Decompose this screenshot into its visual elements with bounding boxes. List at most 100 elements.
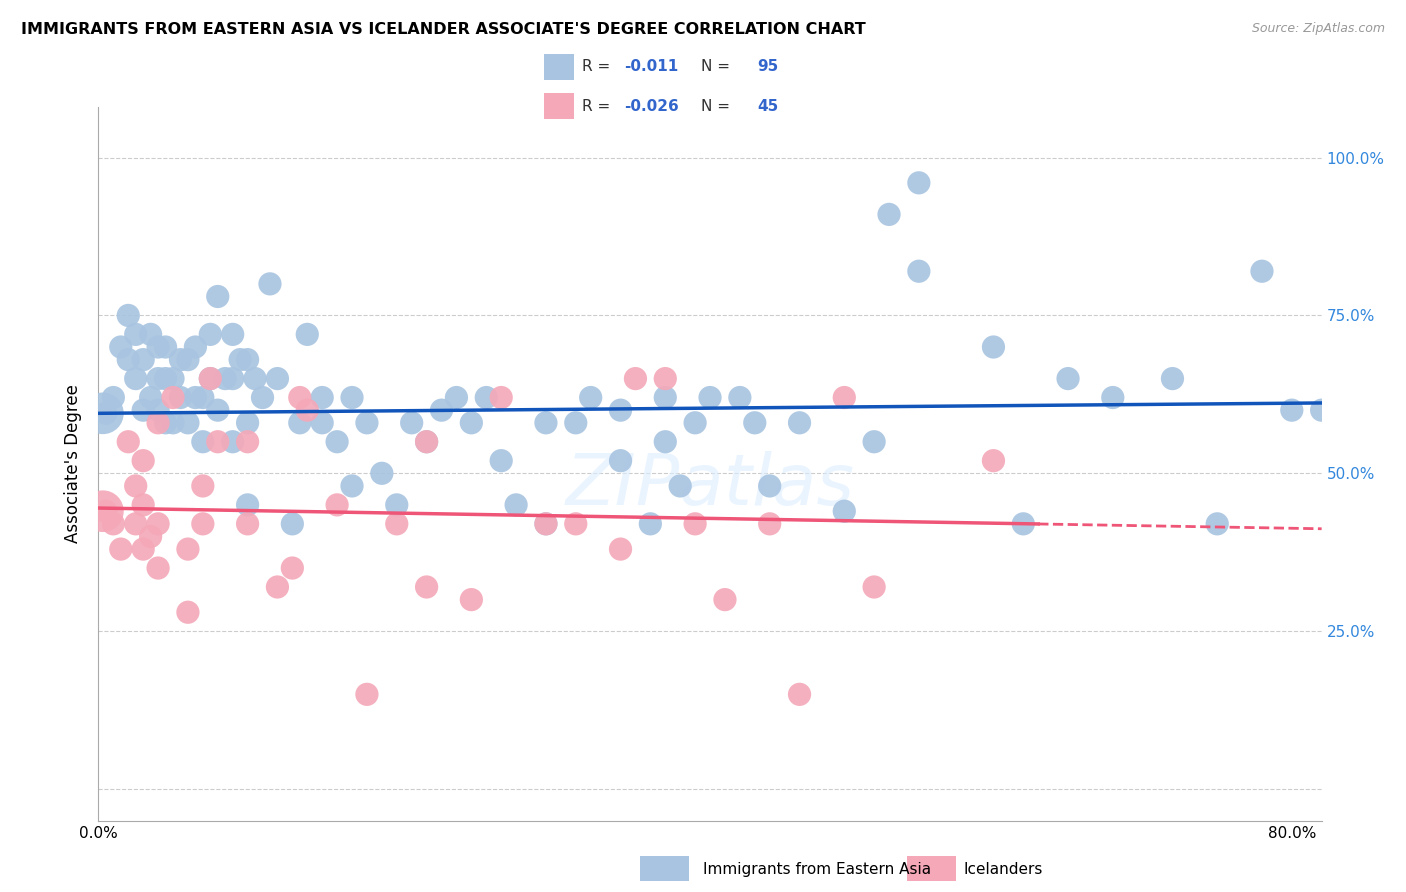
Point xyxy=(207,434,229,449)
Point xyxy=(505,498,527,512)
Point xyxy=(146,416,169,430)
Point xyxy=(640,516,662,531)
Point xyxy=(654,371,676,385)
Point xyxy=(146,340,169,354)
Point xyxy=(117,434,139,449)
Point xyxy=(1012,516,1035,531)
Point xyxy=(132,352,155,367)
Point xyxy=(184,391,207,405)
Text: R =: R = xyxy=(582,60,616,74)
Point xyxy=(252,391,274,405)
Point xyxy=(146,371,169,385)
Text: IMMIGRANTS FROM EASTERN ASIA VS ICELANDER ASSOCIATE'S DEGREE CORRELATION CHART: IMMIGRANTS FROM EASTERN ASIA VS ICELANDE… xyxy=(21,22,866,37)
Text: -0.026: -0.026 xyxy=(624,99,679,114)
Point xyxy=(236,352,259,367)
Point xyxy=(415,434,437,449)
Point xyxy=(184,340,207,354)
Point xyxy=(103,391,125,405)
Point xyxy=(356,416,378,430)
Point xyxy=(1400,391,1406,405)
Point xyxy=(288,416,311,430)
Point xyxy=(146,403,169,417)
Point xyxy=(489,391,512,405)
Point xyxy=(125,479,148,493)
Point xyxy=(177,542,200,557)
Point xyxy=(683,416,706,430)
Point xyxy=(162,371,184,385)
Point xyxy=(191,391,214,405)
Point xyxy=(401,416,423,430)
Point xyxy=(266,371,288,385)
Point xyxy=(139,391,162,405)
Point xyxy=(1101,391,1123,405)
Point xyxy=(132,498,155,512)
Point xyxy=(117,352,139,367)
Point xyxy=(236,516,259,531)
Point xyxy=(221,327,243,342)
Bar xyxy=(544,54,575,80)
Point xyxy=(1310,403,1333,417)
Point xyxy=(832,504,855,518)
Point xyxy=(983,340,1005,354)
Point xyxy=(728,391,751,405)
Point xyxy=(236,434,259,449)
Point xyxy=(385,498,408,512)
Point xyxy=(221,434,243,449)
Text: 45: 45 xyxy=(756,99,779,114)
Text: R =: R = xyxy=(582,99,616,114)
Point xyxy=(177,605,200,619)
Point xyxy=(863,580,886,594)
Point xyxy=(609,542,631,557)
Point xyxy=(311,416,333,430)
Point xyxy=(125,327,148,342)
Point xyxy=(565,416,588,430)
Point xyxy=(139,327,162,342)
Point xyxy=(326,434,349,449)
Point xyxy=(832,391,855,405)
Point xyxy=(789,416,811,430)
Text: N =: N = xyxy=(702,60,735,74)
Point xyxy=(654,434,676,449)
Text: N =: N = xyxy=(702,99,735,114)
Point xyxy=(259,277,281,291)
Point xyxy=(162,416,184,430)
Point xyxy=(132,542,155,557)
Point xyxy=(744,416,766,430)
Point xyxy=(281,516,304,531)
Text: Immigrants from Eastern Asia: Immigrants from Eastern Asia xyxy=(703,863,931,877)
Point xyxy=(200,327,222,342)
Point xyxy=(758,479,780,493)
Point xyxy=(877,207,900,221)
Point xyxy=(297,403,319,417)
Point xyxy=(863,434,886,449)
Text: ZIPatlas: ZIPatlas xyxy=(565,450,855,520)
Point xyxy=(983,453,1005,467)
Point xyxy=(669,479,692,493)
Point xyxy=(155,371,177,385)
Point xyxy=(489,453,512,467)
Point xyxy=(908,264,931,278)
Text: -0.011: -0.011 xyxy=(624,60,678,74)
Point xyxy=(91,406,114,420)
Point xyxy=(385,516,408,531)
Point xyxy=(288,391,311,405)
Point xyxy=(565,516,588,531)
Point xyxy=(758,516,780,531)
Point xyxy=(1057,371,1080,385)
Text: 95: 95 xyxy=(756,60,779,74)
Point xyxy=(534,516,557,531)
Text: Icelanders: Icelanders xyxy=(963,863,1042,877)
Point xyxy=(1206,516,1229,531)
Point xyxy=(654,391,676,405)
Text: Source: ZipAtlas.com: Source: ZipAtlas.com xyxy=(1251,22,1385,36)
Point xyxy=(534,416,557,430)
Point xyxy=(430,403,453,417)
Point xyxy=(326,498,349,512)
Point xyxy=(243,371,266,385)
Point xyxy=(415,580,437,594)
Point xyxy=(236,498,259,512)
Point xyxy=(125,371,148,385)
Point xyxy=(579,391,602,405)
Point xyxy=(200,371,222,385)
Point xyxy=(169,391,191,405)
